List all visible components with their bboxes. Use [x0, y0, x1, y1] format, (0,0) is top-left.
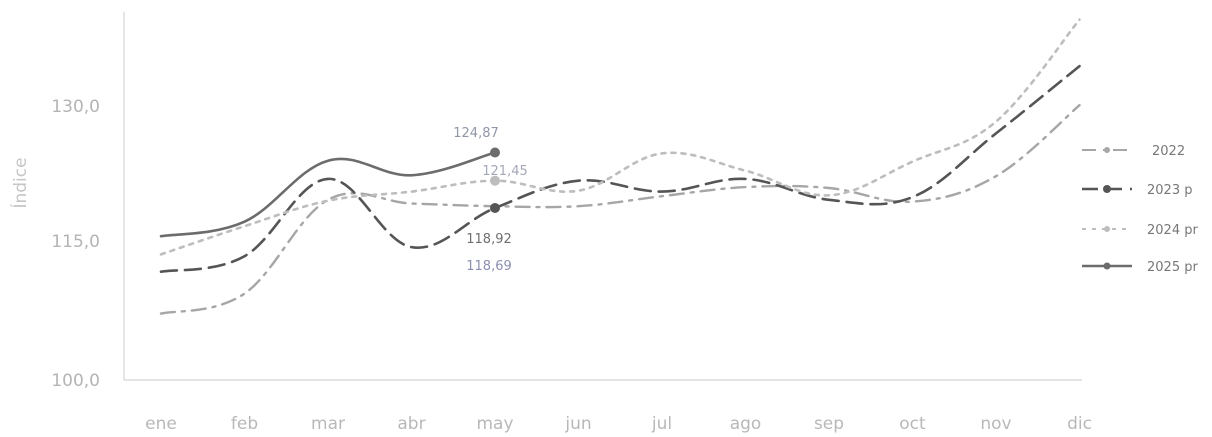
y-axis-label: Índice: [9, 157, 31, 208]
legend-item: 2024 pr: [1082, 223, 1198, 238]
legend-item: 2025 pr: [1082, 260, 1198, 275]
data-label: 118,69: [466, 259, 512, 274]
x-tick-label: abr: [397, 414, 425, 434]
legend-swatch-marker: [1104, 147, 1110, 153]
legend-swatch-marker: [1103, 262, 1111, 270]
x-tick-labels: ene feb mar abr may jun jul ago sep oct …: [145, 414, 1092, 434]
series-line-2023-p: [159, 64, 1081, 273]
series-marker-2023-p: [490, 203, 500, 214]
legend-label: 2025 pr: [1147, 260, 1198, 275]
series-marker-2025-pr: [490, 147, 500, 158]
legend-swatch-marker: [1104, 226, 1110, 232]
x-tick-label: may: [476, 414, 513, 434]
data-label: 121,45: [482, 164, 528, 179]
series-marker-2024-pr: [490, 175, 500, 186]
data-label: 124,87: [453, 126, 499, 141]
x-tick-label: oct: [899, 414, 926, 434]
legend: 2022 2023 p 2024 pr 2025 pr: [1082, 144, 1198, 275]
legend-label: 2023 p: [1147, 183, 1192, 198]
x-tick-label: nov: [980, 414, 1011, 434]
legend-label: 2024 pr: [1147, 223, 1198, 238]
data-label: 118,92: [466, 232, 512, 247]
legend-item: 2023 p: [1082, 183, 1192, 198]
x-tick-label: feb: [231, 414, 258, 434]
legend-item: 2022: [1082, 144, 1185, 159]
legend-swatch-marker: [1103, 185, 1111, 193]
x-tick-label: ago: [730, 414, 762, 434]
y-tick-label: 100,0: [51, 371, 100, 391]
x-tick-label: dic: [1067, 414, 1092, 434]
x-tick-label: ene: [145, 414, 177, 434]
y-tick-label: 115,0: [51, 232, 100, 252]
series-line-2024-pr: [159, 18, 1081, 256]
series-layer: [159, 18, 1081, 315]
x-tick-label: mar: [311, 414, 345, 434]
series-line-2022: [159, 104, 1081, 315]
x-tick-label: sep: [814, 414, 844, 434]
x-tick-label: jul: [651, 414, 672, 434]
legend-label: 2022: [1152, 144, 1185, 159]
series-line-2025-pr: [159, 151, 497, 238]
x-tick-label: jun: [564, 414, 591, 434]
y-tick-label: 130,0: [51, 97, 100, 117]
